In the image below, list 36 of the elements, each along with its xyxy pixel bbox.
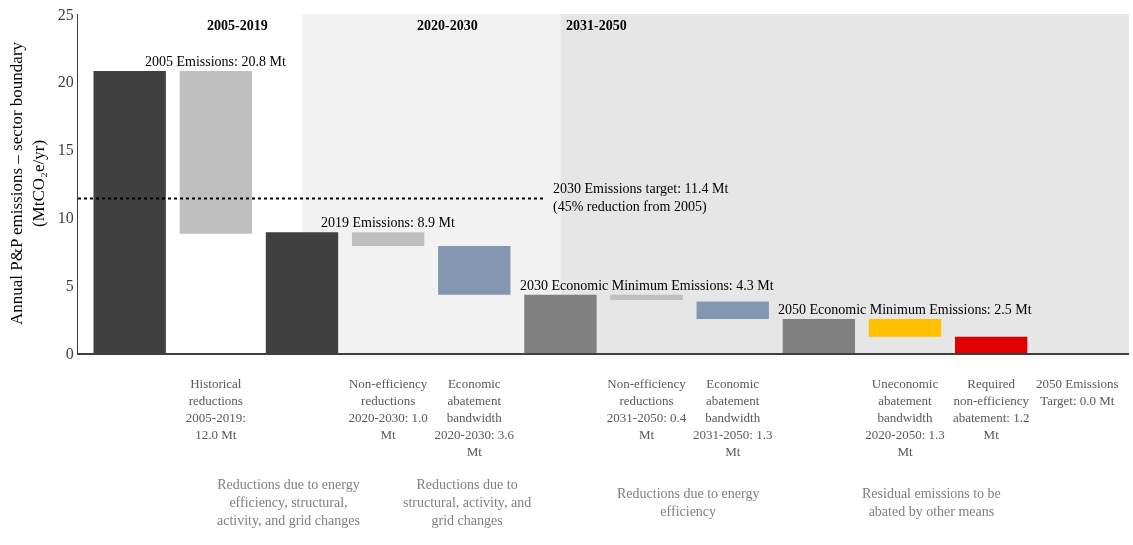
y-tick-label: 0: [65, 344, 74, 362]
bar: [954, 336, 1028, 353]
bar: [524, 294, 597, 353]
bar: [782, 319, 856, 353]
x-tick-label: Uneconomic abatement bandwidth 2020-2050: 1.3 Mt: [865, 376, 945, 459]
annotation: 2005 Emissions: 20.8 Mt: [145, 54, 286, 69]
x-tick-label: Historical reductions 2005-2019: 12.0 Mt: [185, 376, 246, 442]
x-tick-label: Non-efficiency reductions 2020-2030: 1.0 Mt: [348, 376, 428, 442]
annotation: 2019 Emissions: 8.9 Mt: [321, 215, 455, 230]
annotation: 2030 Economic Minimum Emissions: 4.3 Mt: [520, 278, 774, 293]
y-tick-label: 15: [57, 141, 74, 159]
y-tick-label: 10: [57, 209, 74, 226]
bar: [179, 70, 253, 234]
annotation: 2005-2019: [207, 18, 268, 33]
bar: [696, 301, 769, 320]
bar: [610, 294, 683, 301]
x-tick-label: Required non-efficiency abatement: 1.2 Mt: [952, 376, 1030, 442]
y-tick-label: 25: [57, 5, 74, 23]
x-tick-label: Economic abatement bandwidth 2031-2050: 1.3 Mt: [692, 376, 773, 459]
bar: [438, 245, 511, 295]
y-tick-label: 20: [57, 73, 74, 91]
text: Reductions due to structural, activity, and grid changes: [403, 477, 532, 529]
bar: [868, 319, 942, 337]
x-tick-label: Non-efficiency reductions 2031-2050: 0.4 Mt: [606, 376, 687, 442]
text: Residual emissions to be abated by other means: [862, 486, 1001, 520]
x-tick-label: Economic abatement bandwidth 2020-2030: 3.6 Mt: [434, 376, 515, 459]
y-axis-title: Annual P&P emissions – sector boundary (MtCO₂e/yr): [7, 41, 49, 326]
bar: [351, 232, 425, 246]
annotation: 2031-2050: [566, 18, 627, 33]
ref-line-label: 2030 Emissions target: 11.4 Mt (45% reduction from 2005): [553, 181, 729, 216]
text: Reductions due to energy efficiency: [617, 486, 760, 520]
text: Reductions due to energy efficiency, structural, activity, and grid changes: [217, 477, 360, 529]
annotation: 2050 Economic Minimum Emissions: 2.5 Mt: [778, 302, 1032, 317]
y-tick-label: 5: [65, 276, 74, 294]
annotation: 2020-2030: [417, 18, 478, 33]
x-tick-label: 2050 Emissions Target: 0.0 Mt: [1035, 376, 1119, 408]
